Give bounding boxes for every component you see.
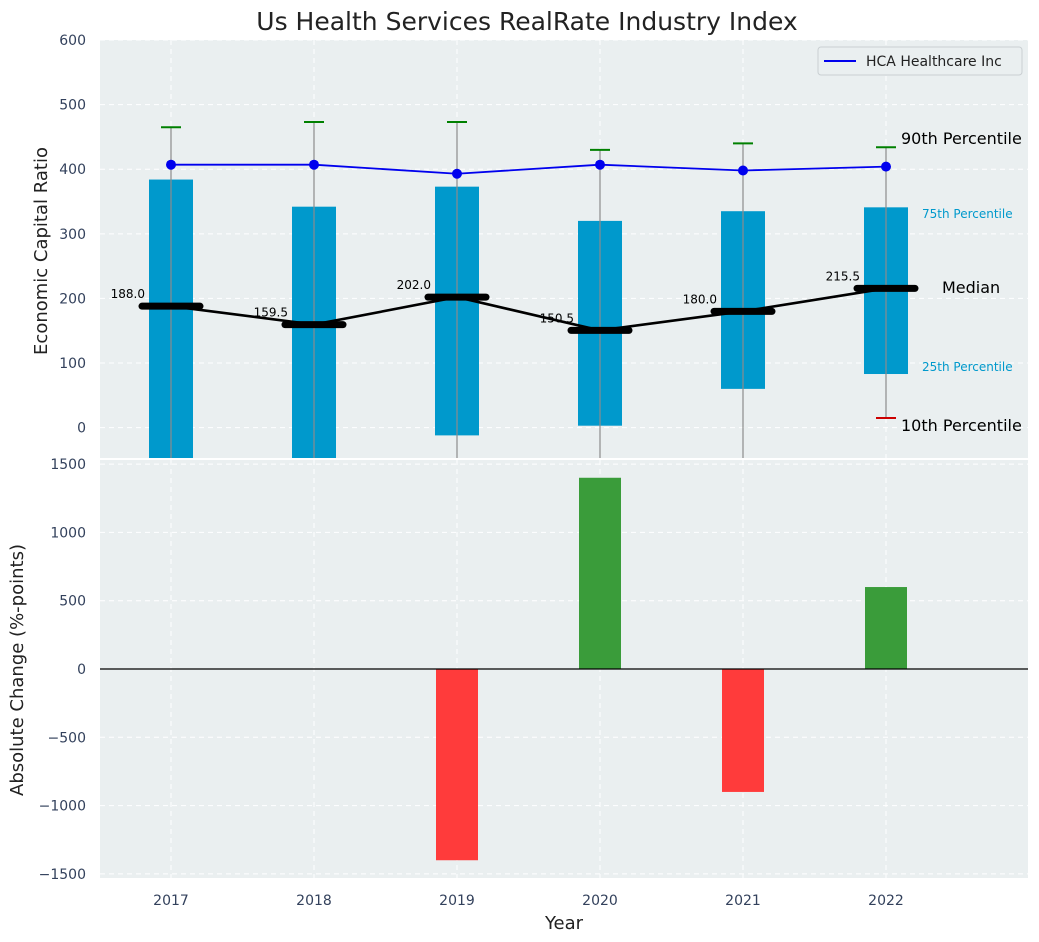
bottom-y-tick-label: −1000 xyxy=(39,799,86,815)
top-chart-marks: 188.0 159.5 202.0 150.5 180.0 215.5 xyxy=(111,121,919,458)
bottom-y-tick-label: −1500 xyxy=(39,867,86,883)
legend-entry-hca-healthcare: HCA Healthcare Inc xyxy=(866,54,1002,70)
company-series-line xyxy=(171,163,887,175)
top-y-tick-label: 0 xyxy=(77,421,86,437)
bottom-y-axis-label: Absolute Change (%-points) xyxy=(7,544,28,796)
tick-labels: 0 100 200 300 400 500 600 −1500 −1000 −500 0 500 100… xyxy=(39,33,904,909)
annotation-median: Median xyxy=(942,278,1000,297)
bottom-chart-marks xyxy=(100,477,1028,861)
x-tick-label-2018: 2018 xyxy=(296,893,332,909)
annotation-10th-percentile: 10th Percentile xyxy=(901,416,1022,435)
bottom-y-tick-label: 0 xyxy=(77,662,86,678)
x-tick-label-2021: 2021 xyxy=(725,893,761,909)
top-y-tick-label: 600 xyxy=(59,33,86,49)
top-y-axis-label: Economic Capital Ratio xyxy=(31,147,52,355)
legend: HCA Healthcare Inc xyxy=(817,46,1023,76)
top-y-tick-label: 200 xyxy=(59,291,86,307)
top-y-tick-label: 500 xyxy=(59,98,86,114)
top-y-tick-label: 400 xyxy=(59,162,86,178)
bottom-y-tick-label: −500 xyxy=(48,730,86,746)
x-tick-label-2020: 2020 xyxy=(582,893,618,909)
median-label-2019: 202.0 xyxy=(397,278,431,292)
annotation-75th-percentile: 75th Percentile xyxy=(922,207,1013,221)
top-y-tick-label: 300 xyxy=(59,227,86,243)
change-bar-2019 xyxy=(436,669,478,861)
annotation-90th-percentile: 90th Percentile xyxy=(901,129,1022,148)
chart-title: Us Health Services RealRate Industry Ind… xyxy=(256,7,797,36)
x-tick-label-2017: 2017 xyxy=(153,893,189,909)
bottom-y-tick-label: 1500 xyxy=(50,457,86,473)
company-point-2019 xyxy=(452,168,462,179)
change-bar-2020 xyxy=(579,477,621,669)
median-label-2018: 159.5 xyxy=(254,306,288,320)
bottom-y-tick-label: 500 xyxy=(59,594,86,610)
change-bar-2021 xyxy=(722,669,764,792)
legend-box xyxy=(817,46,1023,76)
median-label-2020: 150.5 xyxy=(540,311,574,325)
company-point-2020 xyxy=(595,159,605,170)
company-point-2017 xyxy=(166,159,176,170)
median-label-2021: 180.0 xyxy=(683,292,717,306)
top-y-tick-label: 100 xyxy=(59,356,86,372)
median-label-2022: 215.5 xyxy=(826,269,860,283)
x-tick-label-2019: 2019 xyxy=(439,893,475,909)
median-label-2017: 188.0 xyxy=(111,287,145,301)
annotation-25th-percentile: 25th Percentile xyxy=(922,360,1013,374)
change-bar-2022 xyxy=(865,587,907,669)
bottom-y-tick-label: 1000 xyxy=(50,525,86,541)
company-point-2022 xyxy=(881,161,891,172)
company-point-2021 xyxy=(738,165,748,176)
x-tick-label-2022: 2022 xyxy=(868,893,904,909)
x-axis-label: Year xyxy=(544,913,584,934)
company-point-2018 xyxy=(309,159,319,170)
